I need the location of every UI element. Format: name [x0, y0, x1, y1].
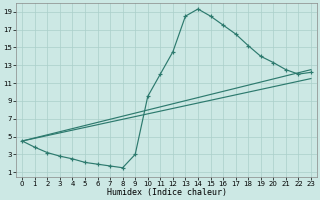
X-axis label: Humidex (Indice chaleur): Humidex (Indice chaleur) — [107, 188, 227, 197]
